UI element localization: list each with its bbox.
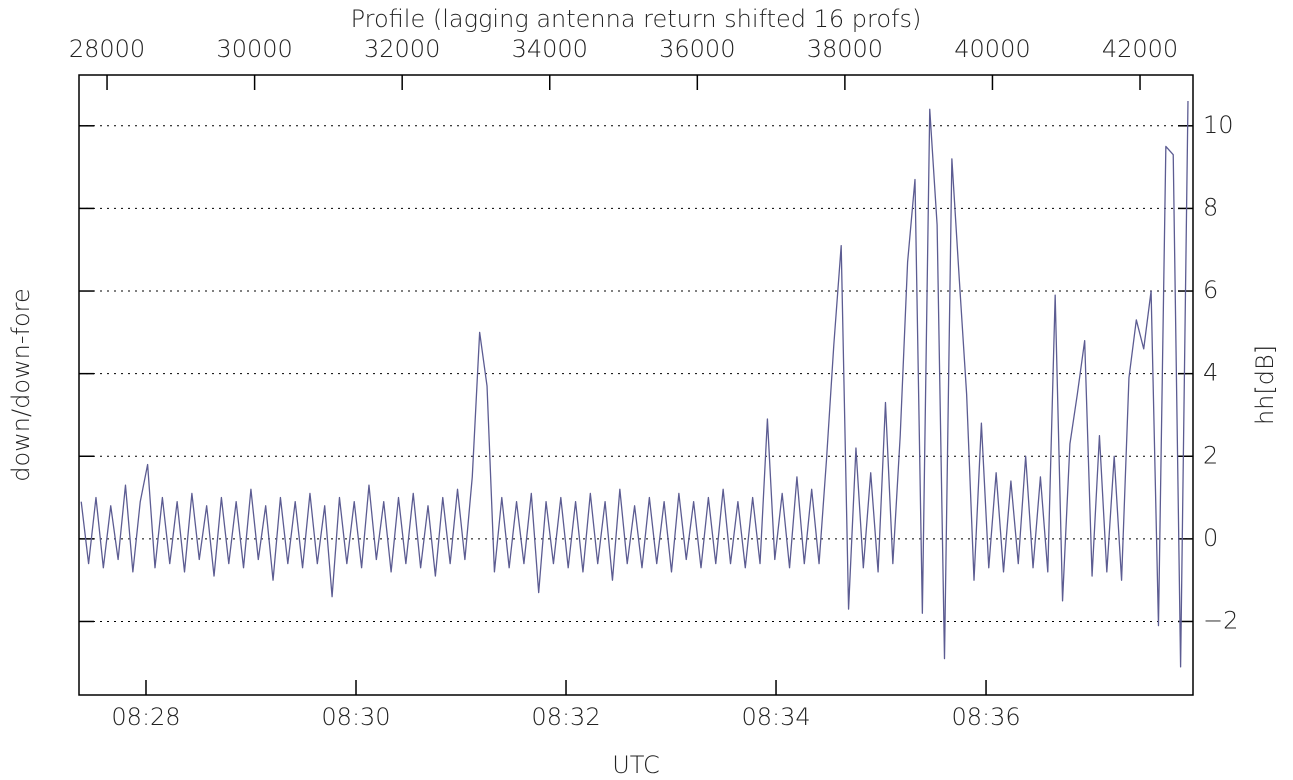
- x2-tick-label: 08:32: [531, 703, 600, 731]
- data-line: [80, 101, 1189, 668]
- chart-title: Profile (lagging antenna return shifted …: [351, 5, 922, 33]
- x-tick-label: 28000: [69, 35, 145, 63]
- plot-frame: [78, 74, 1194, 696]
- x-tick-label: 36000: [659, 35, 735, 63]
- x2-tick-label: 08:28: [111, 703, 180, 731]
- x-tick-label: 32000: [364, 35, 440, 63]
- x-tick-label: 30000: [216, 35, 292, 63]
- y2-tick-label: 2: [1203, 441, 1218, 469]
- x-tick-label: 40000: [954, 35, 1030, 63]
- x2-tick-label: 08:34: [741, 703, 810, 731]
- x-tick-label: 34000: [512, 35, 588, 63]
- x-tick-label: 42000: [1102, 35, 1178, 63]
- y2-tick-label: 4: [1203, 359, 1218, 387]
- y2-tick-label: 8: [1203, 193, 1218, 221]
- x-tick-label: 38000: [807, 35, 883, 63]
- x2-tick-label: 08:30: [321, 703, 390, 731]
- y2-axis-label: hh[dB]: [1251, 345, 1279, 425]
- x2-tick-label: 08:36: [951, 703, 1020, 731]
- y2-tick-label: 0: [1203, 524, 1218, 552]
- x-axis-label: UTC: [612, 751, 660, 779]
- y2-tick-label: 6: [1203, 276, 1218, 304]
- y2-tick-label: 10: [1203, 111, 1234, 139]
- y2-tick-label: −2: [1203, 606, 1238, 634]
- y-axis-label: down/down-fore: [7, 288, 35, 482]
